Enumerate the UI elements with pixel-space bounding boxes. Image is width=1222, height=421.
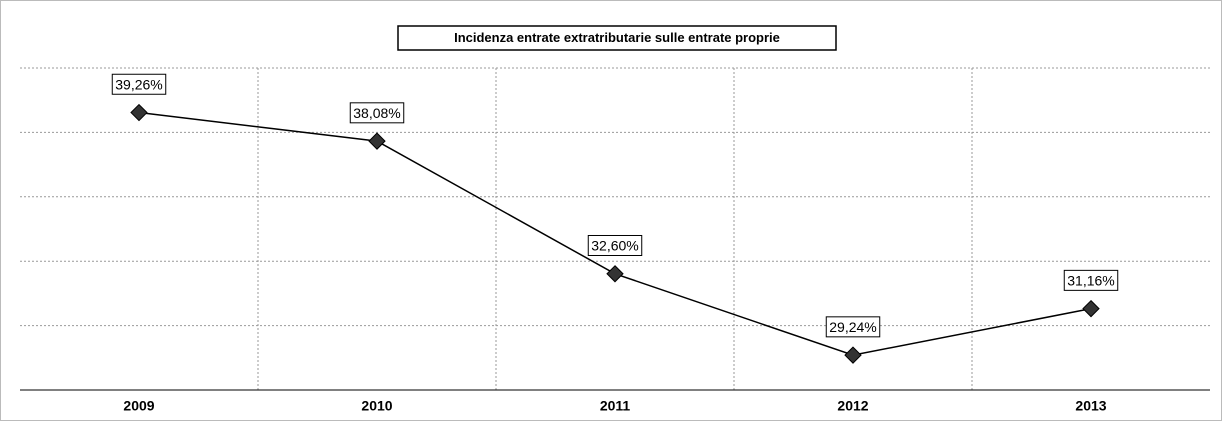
chart-title: Incidenza entrate extratributarie sulle … bbox=[454, 30, 780, 45]
value-label: 32,60% bbox=[591, 237, 638, 253]
marker bbox=[130, 103, 148, 122]
value-label: 31,16% bbox=[1067, 272, 1114, 288]
value-label-box bbox=[825, 316, 881, 338]
x-tick-label: 2010 bbox=[361, 398, 392, 414]
x-tick-label: 2011 bbox=[600, 398, 631, 414]
value-label: 39,26% bbox=[115, 76, 162, 92]
value-label: 38,08% bbox=[353, 105, 400, 121]
marker bbox=[1082, 299, 1100, 318]
value-label-box bbox=[349, 102, 405, 124]
grid bbox=[20, 67, 1210, 390]
marker bbox=[368, 132, 386, 150]
value-label-box bbox=[111, 73, 167, 95]
x-tick-label: 2013 bbox=[1075, 398, 1106, 414]
x-tick-label: 2009 bbox=[123, 398, 154, 414]
value-label: 29,24% bbox=[829, 319, 876, 335]
marker bbox=[606, 265, 624, 283]
marker bbox=[844, 346, 862, 364]
value-label-box bbox=[587, 234, 643, 256]
x-tick-label: 2012 bbox=[837, 398, 868, 414]
title-box bbox=[397, 25, 837, 51]
value-label-box bbox=[1063, 269, 1119, 291]
